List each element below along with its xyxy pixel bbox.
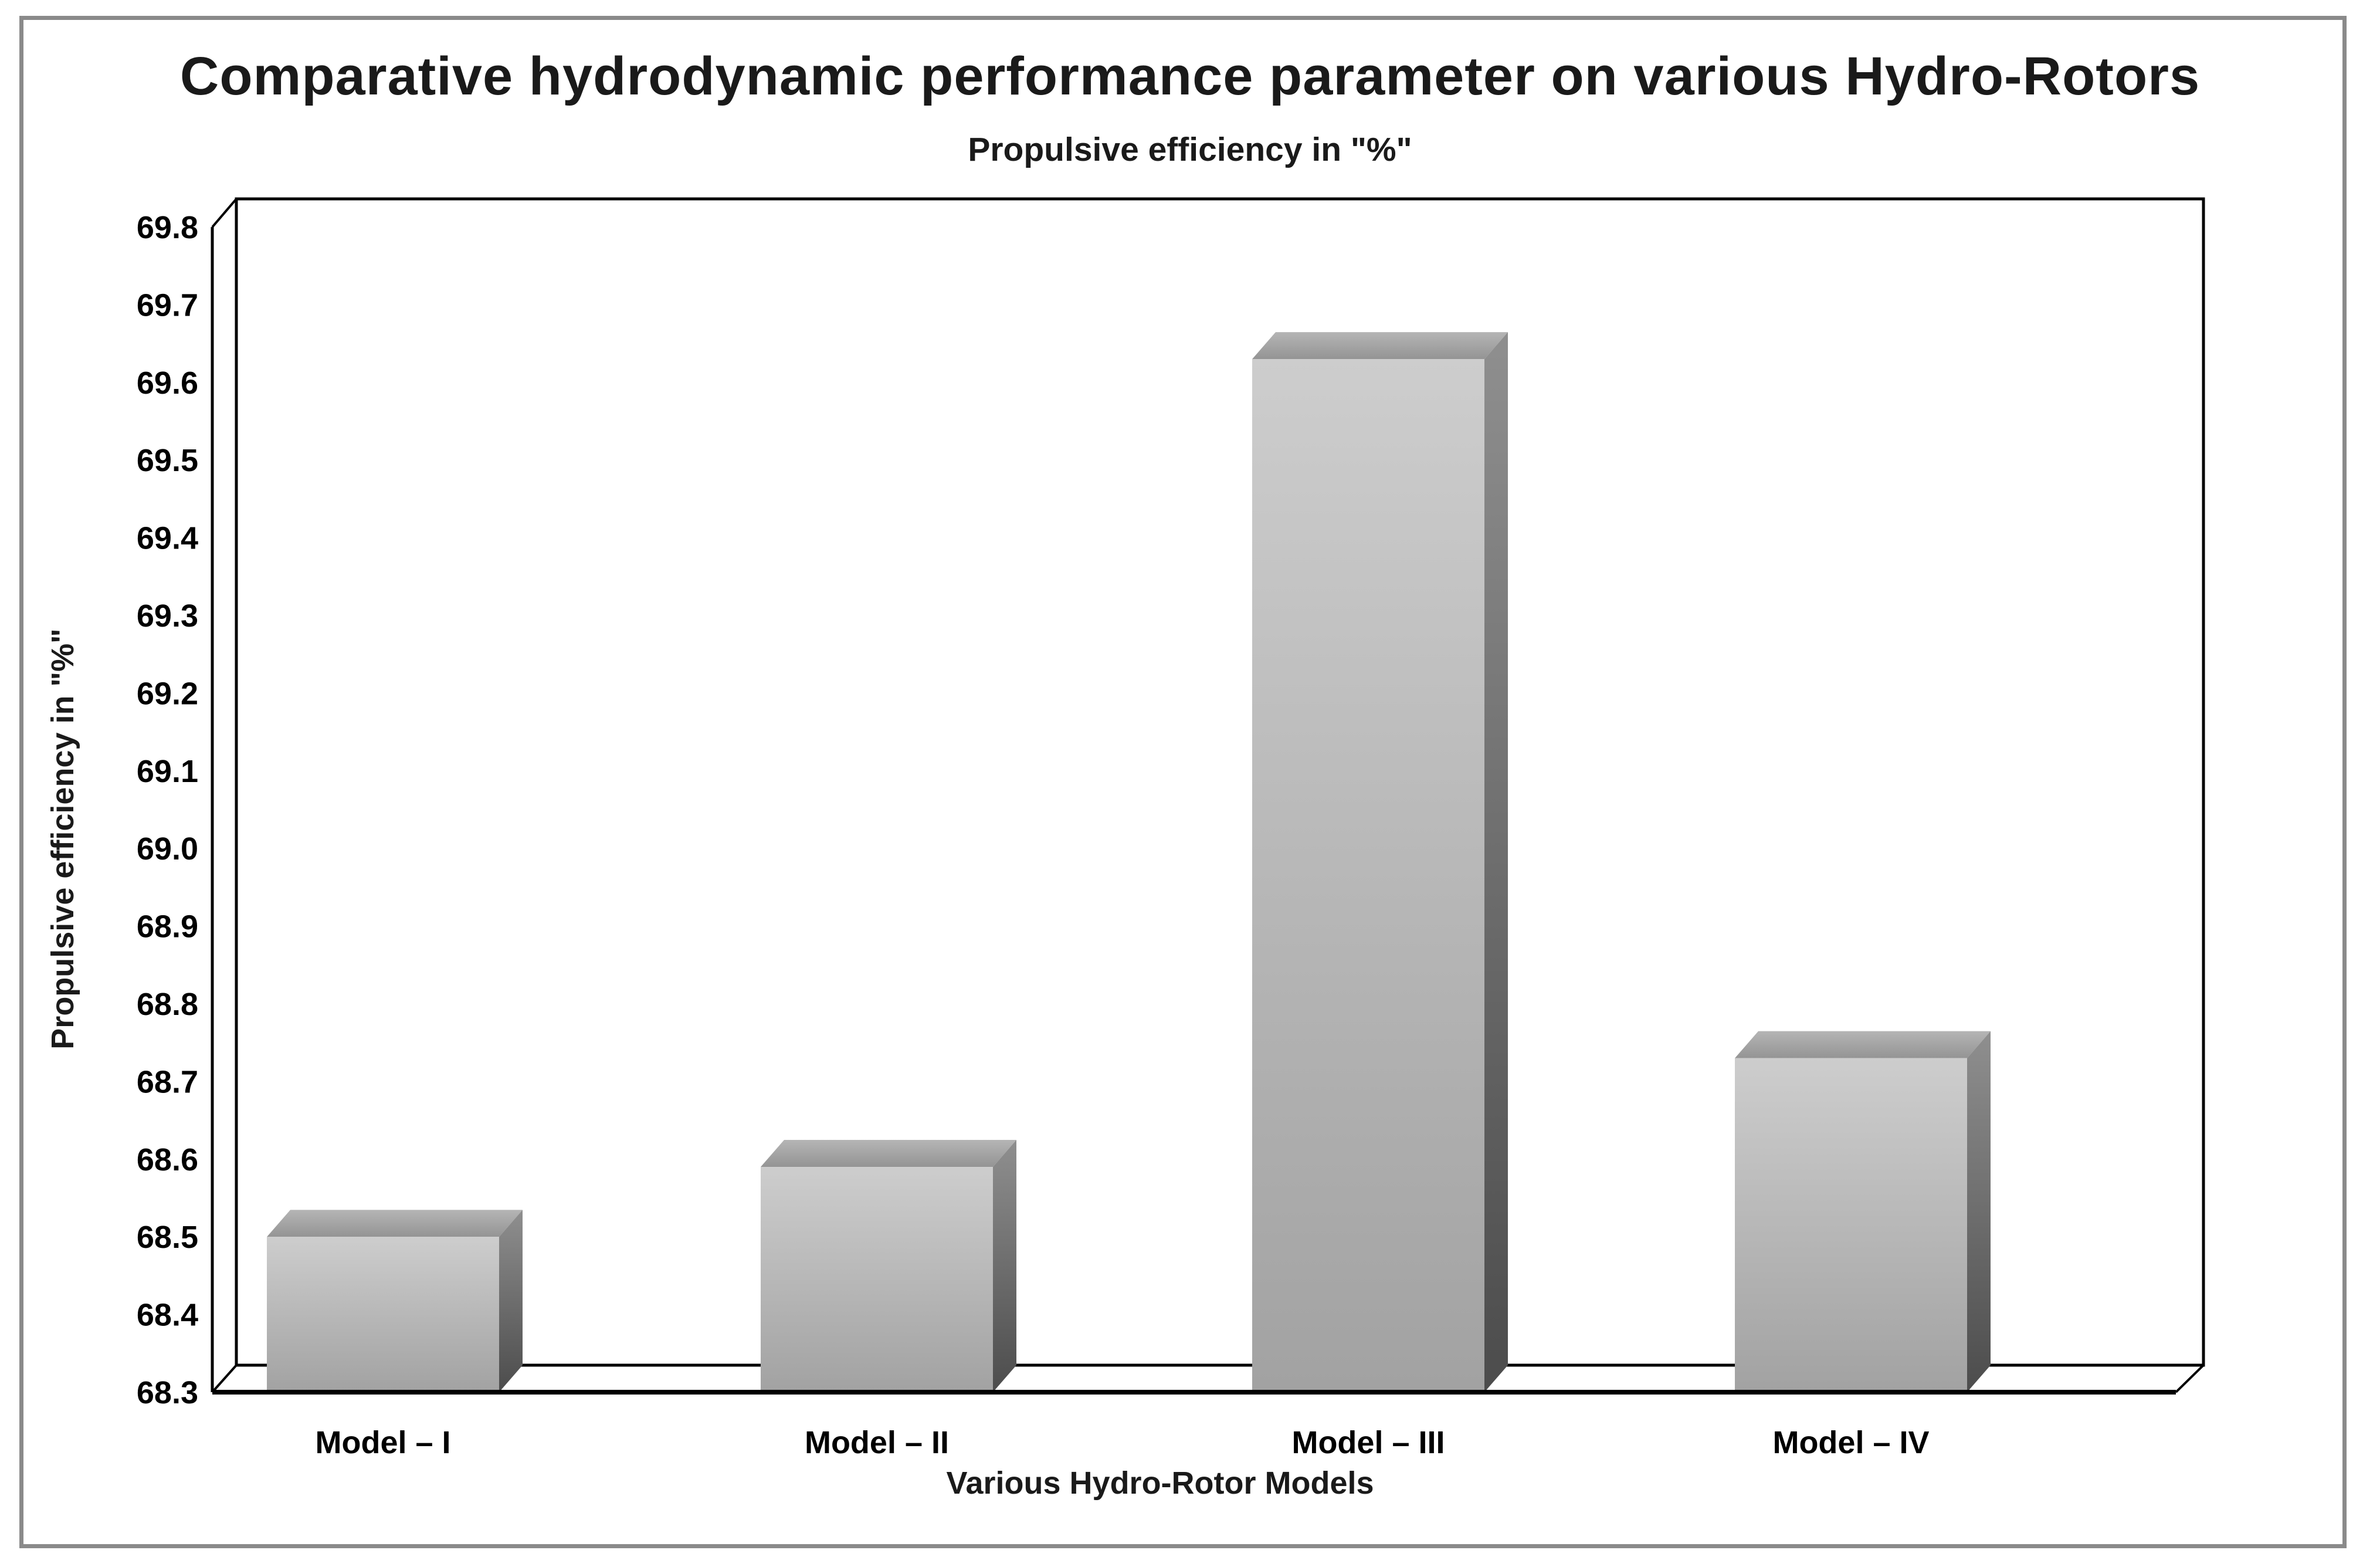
chart-title: Comparative hydrodynamic performance par… — [179, 46, 2201, 106]
y-tick-label: 69.0 — [137, 831, 198, 867]
category-label: Model – I — [315, 1425, 450, 1460]
bar-model-iii — [1252, 332, 1508, 1392]
bar-side-face — [499, 1210, 523, 1392]
y-tick-label: 69.6 — [137, 365, 198, 401]
y-tick-label: 68.5 — [137, 1220, 198, 1255]
y-tick-label: 69.3 — [137, 598, 198, 634]
bar-side-face — [993, 1140, 1016, 1392]
bar-model-i — [267, 1210, 523, 1392]
category-label: Model – II — [805, 1425, 949, 1460]
bar-front-face — [1252, 359, 1484, 1392]
chart-subtitle: Propulsive efficiency in "%" — [968, 131, 1412, 168]
y-tick-label: 69.5 — [137, 443, 198, 478]
bar-model-ii — [761, 1140, 1016, 1392]
bar-top-face — [761, 1140, 1016, 1167]
y-tick-label: 68.9 — [137, 909, 198, 945]
category-label: Model – III — [1291, 1425, 1445, 1460]
bar-top-face — [1252, 332, 1508, 360]
y-tick-label: 68.4 — [137, 1298, 198, 1333]
depth-connector-line — [211, 198, 238, 228]
bar-front-face — [761, 1167, 993, 1392]
category-label: Model – IV — [1772, 1425, 1929, 1460]
depth-connector-line — [211, 1364, 238, 1393]
back-wall — [235, 197, 2205, 1367]
y-tick-label: 68.3 — [137, 1375, 198, 1410]
chart-border — [19, 16, 2347, 1548]
y-tick-label: 68.8 — [137, 987, 198, 1022]
y-tick-label: 69.4 — [137, 521, 198, 556]
y-tick-label: 68.6 — [137, 1142, 198, 1177]
y-tick-label: 69.7 — [137, 287, 198, 323]
plot-group: 68.3 68.4 68.5 68.6 68.7 68.8 68.9 69.0 69.1 69.2… — [137, 197, 2205, 1460]
y-axis-title: Propulsive efficiency in "%" — [45, 628, 80, 1050]
y-tick-label: 69.1 — [137, 754, 198, 789]
y-tick-label: 68.7 — [137, 1064, 198, 1099]
bar-front-face — [267, 1237, 499, 1392]
bar-top-face — [1735, 1031, 1991, 1058]
x-axis-title: Various Hydro-Rotor Models — [946, 1466, 1374, 1501]
bar-side-face — [1967, 1031, 1991, 1392]
y-tick-label: 69.2 — [137, 676, 198, 711]
y-tick-label: 69.8 — [137, 210, 198, 245]
bar-side-face — [1484, 332, 1508, 1392]
bar-front-face — [1735, 1058, 1967, 1392]
bar-model-iv — [1735, 1031, 1991, 1392]
depth-connector-line — [2175, 1364, 2205, 1393]
bar-top-face — [267, 1210, 523, 1237]
